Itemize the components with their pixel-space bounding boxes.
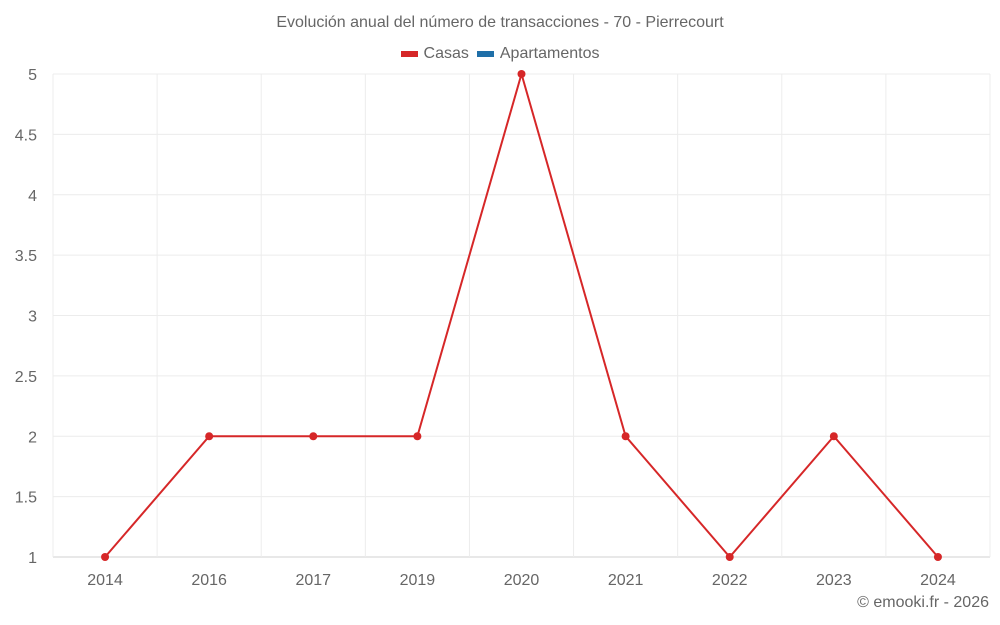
x-tick-label: 2020 [504, 572, 540, 589]
y-tick-label: 4.5 [15, 127, 37, 144]
data-point[interactable] [413, 432, 422, 441]
x-tick-label: 2021 [608, 572, 644, 589]
data-point[interactable] [101, 553, 110, 561]
y-tick-label: 3.5 [15, 248, 37, 265]
data-point[interactable] [725, 553, 734, 561]
grid-lines [52, 73, 991, 558]
y-axis: 1 1.5 2 2.5 3 3.5 4 4.5 5 [15, 67, 37, 567]
y-tick-label: 1.5 [15, 490, 37, 507]
x-tick-label: 2017 [295, 572, 331, 589]
legend-swatch-casas-icon [400, 51, 418, 57]
x-tick-label: 2022 [712, 572, 748, 589]
x-tick-label: 2019 [400, 572, 436, 589]
data-point[interactable] [621, 432, 630, 441]
data-point[interactable] [829, 432, 838, 441]
data-point[interactable] [933, 553, 942, 561]
series-casas [101, 70, 942, 561]
credit-text: © emooki.fr - 2026 [857, 594, 989, 611]
x-tick-label: 2016 [191, 572, 227, 589]
legend-item-casas[interactable]: Casas [400, 45, 469, 63]
y-tick-label: 4 [28, 188, 37, 205]
legend-label-casas: Casas [423, 45, 469, 62]
legend-swatch-apartamentos-icon [476, 51, 494, 57]
x-tick-label: 2023 [816, 572, 852, 589]
x-axis: 2014 2016 2017 2019 2020 2021 2022 2023 2024 [87, 572, 956, 589]
data-point[interactable] [309, 432, 318, 441]
legend: Casas Apartamentos [0, 45, 1000, 63]
data-point[interactable] [205, 432, 214, 441]
y-tick-label: 2.5 [15, 369, 37, 386]
y-tick-label: 1 [28, 550, 37, 567]
y-tick-label: 2 [28, 429, 37, 446]
x-tick-label: 2024 [920, 572, 956, 589]
x-tick-label: 2014 [87, 572, 123, 589]
chart-title: Evolución anual del número de transaccio… [276, 14, 724, 31]
y-tick-label: 3 [28, 309, 37, 326]
y-tick-label: 5 [28, 67, 37, 84]
legend-item-apartamentos[interactable]: Apartamentos [476, 45, 600, 63]
legend-label-apartamentos: Apartamentos [499, 45, 600, 62]
data-point[interactable] [517, 70, 526, 78]
